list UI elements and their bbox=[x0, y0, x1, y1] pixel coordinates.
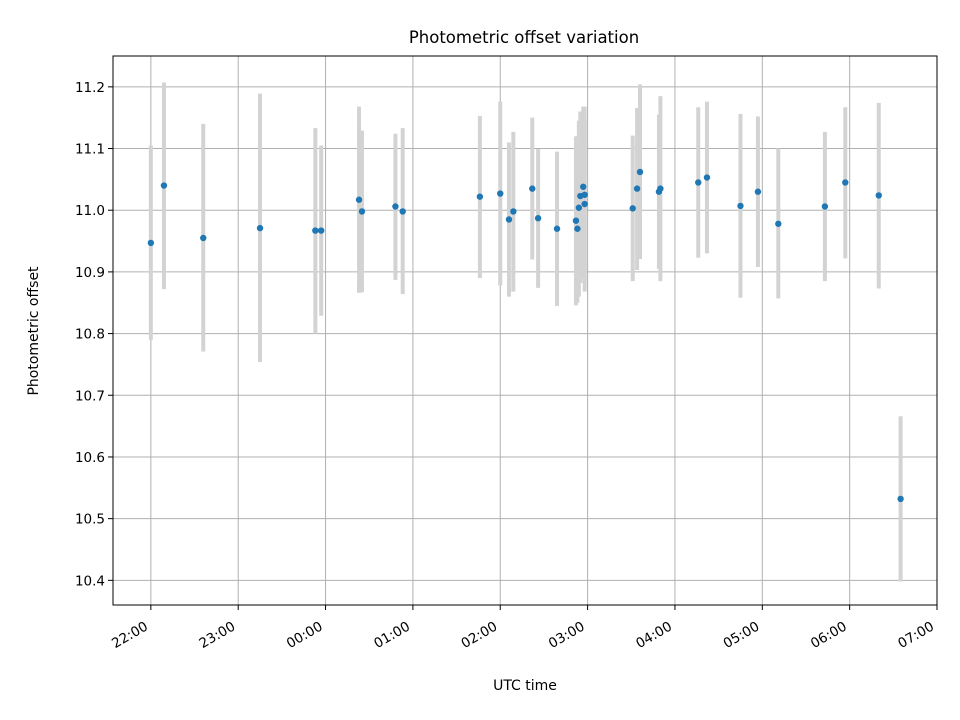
data-point bbox=[200, 234, 207, 242]
data-point bbox=[497, 190, 504, 197]
y-tick-label: 10.8 bbox=[75, 327, 105, 343]
y-tick-label: 10.6 bbox=[75, 450, 105, 466]
data-point bbox=[875, 192, 882, 199]
data-point bbox=[399, 208, 406, 215]
y-tick-label: 10.9 bbox=[75, 265, 105, 281]
data-point bbox=[580, 183, 587, 190]
data-point bbox=[574, 225, 581, 232]
data-point bbox=[572, 217, 580, 224]
data-point bbox=[392, 203, 399, 210]
y-tick-label: 11.2 bbox=[75, 80, 105, 96]
x-tick-label: 06:00 bbox=[808, 619, 850, 652]
data-point bbox=[529, 185, 536, 192]
data-point bbox=[821, 203, 829, 210]
data-point bbox=[160, 182, 168, 189]
y-tick-label: 10.5 bbox=[75, 512, 105, 528]
y-tick-label: 10.7 bbox=[75, 388, 105, 404]
data-points bbox=[147, 168, 904, 503]
x-tick-label: 04:00 bbox=[633, 619, 675, 652]
data-point bbox=[636, 168, 644, 176]
data-point bbox=[355, 196, 363, 203]
data-point bbox=[581, 191, 588, 198]
chart-title: Photometric offset variation bbox=[409, 28, 639, 47]
data-point bbox=[575, 204, 583, 211]
data-point bbox=[754, 188, 762, 195]
data-point bbox=[897, 495, 904, 503]
data-point bbox=[695, 179, 702, 186]
data-point bbox=[505, 216, 513, 223]
y-axis: 10.4 10.5 10.6 10.7 10.8 10.9 11.0 11.1 11.2 bbox=[75, 80, 113, 589]
data-point bbox=[534, 215, 542, 222]
y-tick-label: 11.1 bbox=[75, 142, 105, 158]
data-point bbox=[629, 205, 636, 212]
x-tick-label: 07:00 bbox=[895, 619, 937, 652]
data-point bbox=[703, 174, 711, 181]
data-point bbox=[256, 224, 264, 232]
x-tick-label: 23:00 bbox=[197, 619, 239, 652]
data-point bbox=[737, 202, 744, 210]
error-bars bbox=[148, 82, 903, 582]
data-point bbox=[312, 227, 319, 234]
grid bbox=[113, 56, 938, 605]
data-point bbox=[147, 239, 155, 247]
data-point bbox=[581, 200, 588, 208]
data-point bbox=[553, 225, 561, 232]
y-tick-label: 10.4 bbox=[75, 573, 105, 589]
plot-frame bbox=[112, 55, 938, 606]
y-tick-label: 11.0 bbox=[75, 203, 105, 219]
x-tick-label: 22:00 bbox=[109, 619, 151, 652]
x-tick-label: 05:00 bbox=[721, 619, 763, 652]
x-tick-label: 00:00 bbox=[284, 619, 326, 652]
data-point bbox=[476, 193, 484, 200]
y-axis-title: Photometric offset bbox=[26, 266, 42, 396]
x-axis-title: UTC time bbox=[493, 678, 557, 694]
x-tick-label: 02:00 bbox=[459, 619, 501, 652]
x-axis: 22:00 23:00 00:00 01:00 02:00 03:00 04:00 05:00… bbox=[109, 605, 938, 652]
data-point bbox=[510, 208, 517, 215]
data-point bbox=[842, 179, 849, 186]
x-tick-label: 01:00 bbox=[371, 619, 413, 652]
data-point bbox=[775, 220, 782, 227]
x-tick-label: 03:00 bbox=[546, 619, 588, 652]
data-point bbox=[657, 185, 664, 192]
data-point bbox=[317, 227, 325, 234]
data-point bbox=[358, 208, 366, 215]
data-point bbox=[633, 185, 641, 192]
